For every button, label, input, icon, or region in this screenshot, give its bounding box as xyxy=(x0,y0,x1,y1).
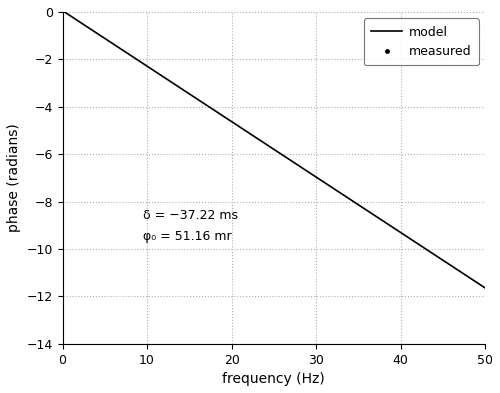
Y-axis label: phase (radians): phase (radians) xyxy=(7,123,21,232)
model xyxy=(102,37,108,41)
model xyxy=(396,230,402,234)
model xyxy=(230,121,236,125)
Legend: model, measured: model, measured xyxy=(364,18,479,66)
model xyxy=(246,130,252,135)
model xyxy=(482,286,488,290)
model xyxy=(350,199,356,204)
Text: δ = −37.22 ms
φ₀ = 51.16 mr: δ = −37.22 ms φ₀ = 51.16 mr xyxy=(143,209,238,242)
model xyxy=(389,224,395,229)
model xyxy=(60,8,66,13)
X-axis label: frequency (Hz): frequency (Hz) xyxy=(222,372,325,386)
Line: model: model xyxy=(62,11,485,288)
